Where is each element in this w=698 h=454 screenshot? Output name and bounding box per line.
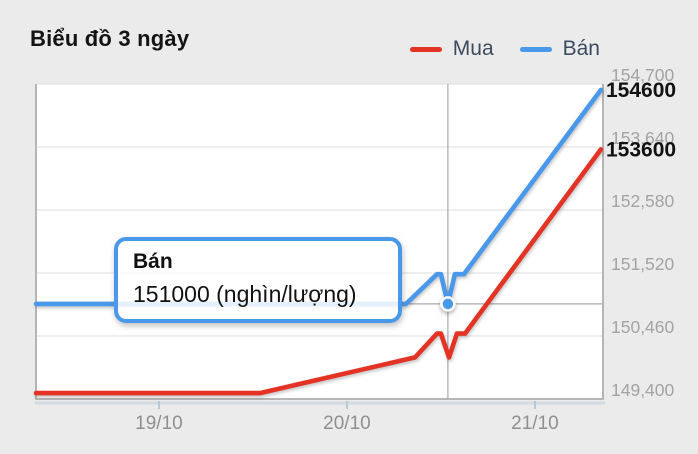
ban-last-value-label: 154600: [606, 79, 676, 102]
y-axis-label: 153,640: [611, 128, 675, 148]
legend-label-mua: Mua: [452, 37, 494, 60]
y-axis-label: 154,700: [611, 65, 675, 85]
legend-item-ban[interactable]: Bán: [519, 37, 600, 61]
tooltip-series-name: Bán: [133, 250, 173, 273]
ban-series-line[interactable]: [33, 87, 604, 307]
legend-label-ban: Bán: [562, 37, 600, 60]
legend: Mua Bán: [409, 37, 600, 61]
chart-title: Biểu đồ 3 ngày: [30, 26, 190, 51]
plot-border: [35, 84, 604, 400]
ban-line-swatch: [519, 46, 552, 52]
y-axis-label: 150,460: [611, 317, 675, 337]
y-axis-label: 152,580: [611, 191, 675, 211]
mua-series-line[interactable]: [33, 147, 604, 396]
hover-marker[interactable]: [440, 296, 456, 312]
y-axis-label: 149,400: [611, 380, 675, 400]
x-axis-label: 21/10: [511, 413, 559, 434]
y-axis-label: 151,520: [611, 254, 675, 274]
tooltip-value: 151000 (nghìn/lượng): [133, 281, 357, 307]
tooltip: Bán 151000 (nghìn/lượng): [114, 237, 402, 323]
x-axis-label: 19/10: [135, 413, 183, 434]
mua-last-value-label: 153600: [606, 138, 676, 161]
mua-line-swatch: [409, 46, 442, 52]
legend-item-mua[interactable]: Mua: [409, 37, 494, 61]
x-axis-label: 20/10: [323, 413, 371, 434]
